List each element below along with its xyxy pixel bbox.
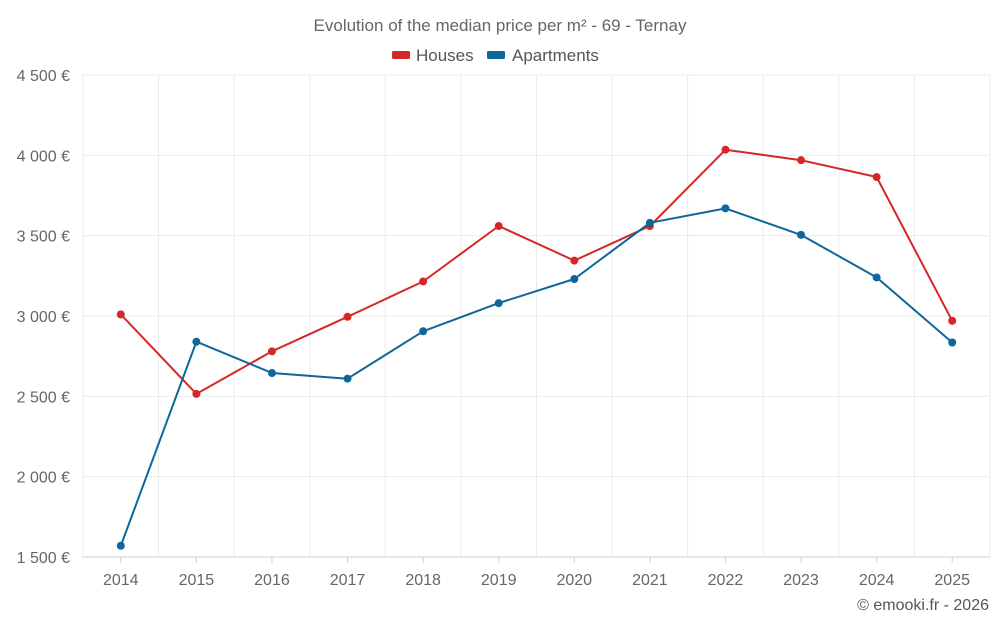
data-point-apartments-2021[interactable] (645, 218, 654, 227)
series (116, 145, 957, 550)
data-point-apartments-2020[interactable] (570, 275, 579, 284)
y-tick-label: 2 500 € (17, 389, 70, 406)
y-tick-label: 3 500 € (17, 229, 70, 246)
data-point-apartments-2015[interactable] (192, 337, 201, 346)
x-tick-label: 2022 (708, 572, 744, 589)
x-axis-ticks: 2014 2015 2016 2017 2018 2019 2020 2021 2022 2023… (103, 557, 970, 589)
data-point-apartments-2018[interactable] (419, 327, 428, 336)
legend: Houses Apartments (392, 46, 599, 65)
series-line-houses (120, 148, 954, 395)
data-point-apartments-2016[interactable] (267, 369, 276, 378)
data-point-apartments-2017[interactable] (343, 374, 352, 383)
x-tick-label: 2016 (254, 572, 290, 589)
y-axis-ticks: 1 500 € 2 000 € 2 500 € 3 000 € 3 500 € 4 000… (17, 68, 70, 567)
data-point-apartments-2025[interactable] (948, 338, 957, 347)
data-point-houses-2017[interactable] (343, 312, 352, 321)
data-point-houses-2018[interactable] (419, 277, 428, 286)
y-tick-label: 1 500 € (17, 550, 70, 567)
grid (82, 74, 991, 558)
data-point-houses-2025[interactable] (948, 316, 957, 325)
legend-label-houses: Houses (416, 46, 474, 65)
data-point-apartments-2019[interactable] (494, 299, 503, 308)
data-point-apartments-2022[interactable] (721, 204, 730, 213)
x-tick-label: 2017 (330, 572, 366, 589)
data-point-houses-2019[interactable] (494, 222, 503, 231)
x-tick-label: 2020 (556, 572, 592, 589)
chart-title: Evolution of the median price per m² - 6… (314, 16, 687, 35)
legend-swatch-houses (392, 51, 410, 59)
data-point-houses-2015[interactable] (192, 389, 201, 398)
x-tick-label: 2014 (103, 572, 139, 589)
x-tick-label: 2024 (859, 572, 895, 589)
y-tick-label: 4 500 € (17, 68, 70, 85)
data-point-apartments-2024[interactable] (872, 273, 881, 282)
data-point-houses-2016[interactable] (267, 347, 276, 356)
x-tick-label: 2025 (934, 572, 970, 589)
legend-swatch-apartments (487, 51, 505, 59)
x-tick-label: 2018 (405, 572, 441, 589)
legend-item-houses[interactable]: Houses (392, 46, 474, 65)
x-tick-label: 2021 (632, 572, 668, 589)
x-tick-label: 2019 (481, 572, 517, 589)
data-point-houses-2024[interactable] (872, 173, 881, 182)
data-point-houses-2023[interactable] (797, 156, 806, 165)
legend-item-apartments[interactable]: Apartments (487, 46, 599, 65)
series-apartments (116, 204, 957, 550)
y-tick-label: 4 000 € (17, 148, 70, 165)
data-point-houses-2014[interactable] (116, 310, 125, 319)
y-tick-label: 3 000 € (17, 309, 70, 326)
x-tick-label: 2015 (179, 572, 215, 589)
data-point-apartments-2014[interactable] (116, 541, 125, 550)
series-line-apartments (119, 207, 953, 547)
legend-label-apartments: Apartments (512, 46, 599, 65)
x-tick-label: 2023 (783, 572, 819, 589)
data-point-apartments-2023[interactable] (797, 230, 806, 239)
y-tick-label: 2 000 € (17, 470, 70, 487)
data-point-houses-2020[interactable] (570, 256, 579, 265)
credit-text: © emooki.fr - 2026 (857, 597, 989, 614)
data-point-houses-2022[interactable] (721, 145, 730, 154)
